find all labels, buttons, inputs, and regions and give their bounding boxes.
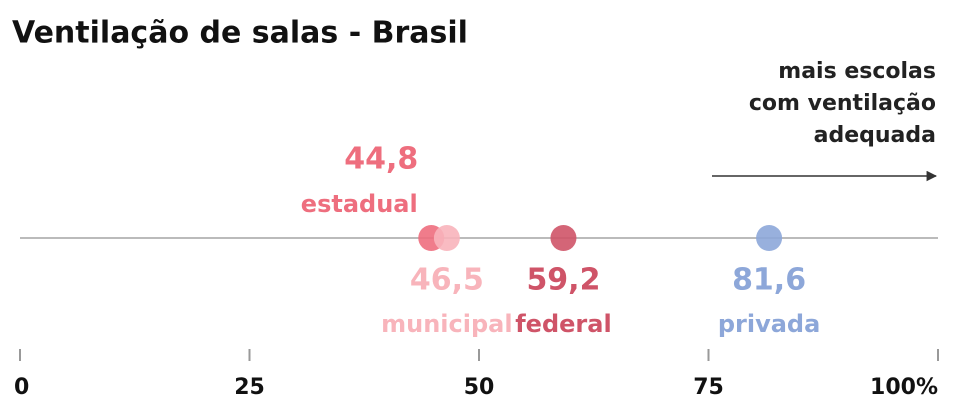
x-tick-label: 75 <box>693 375 724 400</box>
value-label: 59,2 <box>526 263 600 298</box>
dot <box>550 225 577 251</box>
x-tick-label: 50 <box>464 375 495 400</box>
dot <box>756 225 783 251</box>
chart-title: Ventilação de salas - Brasil <box>12 16 468 51</box>
category-label: privada <box>718 310 820 338</box>
value-label: 81,6 <box>732 263 806 298</box>
dot <box>433 225 460 251</box>
x-tick-label: 100% <box>870 375 938 400</box>
x-tick-label: 25 <box>234 375 265 400</box>
category-label: municipal <box>381 310 512 338</box>
value-label: 44,8 <box>344 142 418 177</box>
annotation: adequada <box>814 123 936 148</box>
x-tick-label: 0 <box>14 375 29 400</box>
category-label: federal <box>515 310 611 338</box>
category-label: estadual <box>301 190 418 218</box>
annotation: mais escolas <box>778 59 936 84</box>
value-label: 46,5 <box>410 263 484 298</box>
annotation: com ventilação <box>749 91 936 116</box>
